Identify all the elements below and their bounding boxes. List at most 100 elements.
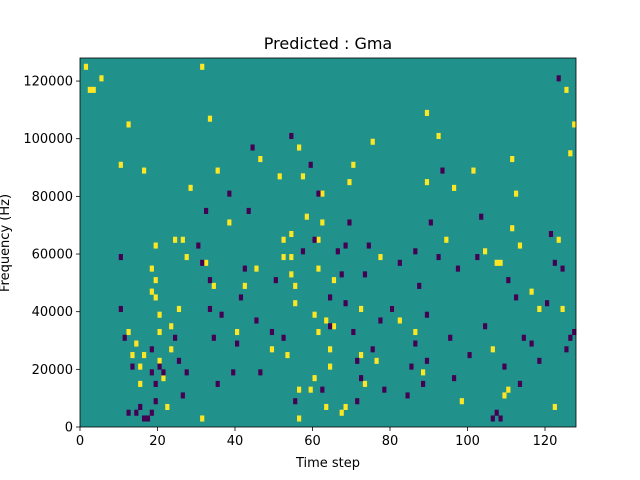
- heatmap-cell-high: [421, 369, 426, 376]
- heatmap-cell-low: [328, 294, 333, 301]
- y-tick-label: 0: [65, 421, 73, 436]
- heatmap-cell-low: [204, 207, 209, 214]
- heatmap-cell-high: [413, 328, 418, 336]
- heatmap-cell-high: [211, 282, 216, 289]
- heatmap-cell-low: [494, 409, 499, 416]
- heatmap-cell-low: [320, 386, 325, 393]
- heatmap-cell-low: [246, 207, 251, 214]
- heatmap-cell-high: [293, 300, 298, 307]
- heatmap-cell-high: [436, 132, 441, 140]
- x-tick-label: 0: [76, 434, 84, 449]
- heatmap-cell-high: [83, 63, 89, 70]
- heatmap-cell-high: [351, 161, 356, 168]
- heatmap-cell-low: [145, 415, 151, 422]
- heatmap-cell-low: [521, 334, 526, 341]
- heatmap-cell-low: [413, 248, 418, 255]
- heatmap-cell-high: [165, 403, 170, 411]
- heatmap-cell-low: [134, 409, 139, 416]
- heatmap-cell-low: [235, 340, 240, 347]
- heatmap-cell-low: [207, 277, 213, 284]
- heatmap-cell-high: [285, 352, 290, 359]
- heatmap-cell-low: [343, 300, 348, 307]
- heatmap-cell-high: [328, 346, 333, 353]
- heatmap-cell-high: [347, 179, 352, 186]
- heatmap-cell-high: [316, 265, 321, 272]
- heatmap-cell-high: [359, 305, 364, 312]
- heatmap-cell-high: [258, 156, 263, 163]
- heatmap-cell-high: [169, 323, 174, 330]
- heatmap-cell-low: [413, 340, 418, 347]
- y-tick-label: 80000: [32, 190, 73, 205]
- heatmap-cell-low: [409, 363, 414, 370]
- heatmap-cell-low: [359, 375, 364, 382]
- heatmap-cell-low: [568, 334, 573, 341]
- heatmap-cell-low: [421, 380, 426, 387]
- heatmap-cell-high: [304, 213, 309, 220]
- heatmap-cell-high: [568, 150, 573, 157]
- heatmap-cell-low: [490, 415, 495, 422]
- heatmap-cell-high: [138, 380, 143, 387]
- heatmap-cell-high: [537, 305, 542, 312]
- heatmap-cell-low: [122, 334, 127, 341]
- heatmap-cell-low: [378, 317, 383, 324]
- x-tick-label: 100: [455, 434, 480, 449]
- heatmap-cell-low: [281, 334, 286, 341]
- heatmap-cell-low: [258, 369, 263, 376]
- heatmap-cell-high: [556, 236, 561, 243]
- chart-title: Predicted : Gma: [264, 34, 392, 53]
- heatmap-cell-low: [362, 271, 368, 278]
- heatmap-cell-high: [169, 346, 174, 353]
- heatmap-cell-low: [339, 271, 344, 278]
- heatmap-cell-high: [91, 86, 96, 93]
- heatmap-cell-low: [180, 392, 185, 399]
- heatmap-cell-high: [142, 352, 147, 359]
- heatmap-cell-high: [235, 328, 240, 336]
- heatmap-cell-high: [444, 236, 449, 243]
- heatmap-cell-low: [564, 346, 569, 353]
- heatmap-cell-high: [374, 357, 379, 364]
- heatmap-cell-low: [157, 363, 162, 370]
- heatmap-cell-high: [142, 167, 147, 174]
- heatmap-cell-high: [126, 328, 131, 336]
- heatmap-cell-low: [537, 357, 542, 364]
- heatmap-cell-high: [320, 219, 325, 226]
- heatmap-cell-low: [417, 282, 422, 289]
- heatmap-cell-high: [370, 138, 375, 145]
- heatmap-cell-high: [149, 265, 154, 272]
- heatmap-cell-low: [448, 334, 453, 341]
- heatmap-cell-high: [308, 386, 313, 393]
- heatmap-cell-low: [118, 305, 123, 312]
- heatmap-cell-low: [514, 294, 519, 301]
- heatmap-cell-high: [173, 236, 178, 243]
- heatmap-cell-high: [153, 294, 158, 301]
- heatmap-cell-high: [281, 236, 286, 243]
- heatmap-cell-high: [289, 254, 294, 261]
- heatmap-cell-low: [312, 236, 317, 243]
- heatmap-cell-high: [200, 63, 205, 70]
- heatmap-cell-high: [483, 248, 488, 255]
- heatmap-cell-high: [378, 254, 383, 261]
- heatmap-cell-high: [269, 346, 275, 353]
- heatmap-cell-low: [138, 403, 143, 411]
- heatmap-cell-high: [397, 317, 402, 324]
- heatmap-cell-high: [180, 236, 185, 243]
- x-tick-label: 60: [304, 434, 321, 449]
- heatmap-cell-low: [200, 259, 205, 266]
- heatmap-cell-high: [149, 288, 154, 295]
- heatmap-cell-high: [324, 317, 329, 324]
- y-axis: 0 20000 40000 60000 80000 100000 120000: [23, 75, 80, 436]
- heatmap-cell-high: [510, 225, 515, 232]
- heatmap-cell-low: [424, 311, 430, 318]
- heatmap-cell-high: [452, 184, 457, 191]
- heatmap-cell-low: [506, 277, 511, 284]
- x-axis: 0 20 40 60 80 100 120: [76, 427, 557, 449]
- heatmap-cell-low: [382, 386, 387, 393]
- heatmap-cell-high: [331, 323, 337, 330]
- heatmap-cell-low: [289, 132, 294, 140]
- heatmap-cell-low: [552, 259, 557, 266]
- heatmap-cell-low: [335, 248, 340, 255]
- heatmap-cell-low: [351, 328, 356, 336]
- heatmap-cell-low: [130, 363, 135, 370]
- heatmap-cell-low: [556, 75, 561, 82]
- heatmap-cell-low: [475, 254, 480, 261]
